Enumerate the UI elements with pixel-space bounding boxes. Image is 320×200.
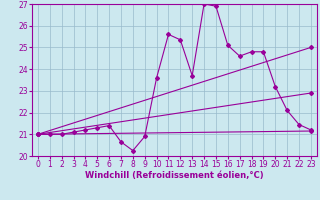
X-axis label: Windchill (Refroidissement éolien,°C): Windchill (Refroidissement éolien,°C)	[85, 171, 264, 180]
